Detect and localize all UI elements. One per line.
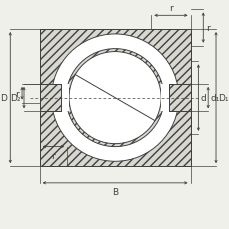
Circle shape <box>69 52 161 144</box>
Circle shape <box>66 49 163 147</box>
Text: d: d <box>199 94 205 103</box>
Bar <box>168 85 190 112</box>
Bar <box>40 85 61 112</box>
Text: r: r <box>15 89 19 98</box>
Bar <box>61 85 69 112</box>
Bar <box>161 85 168 112</box>
Text: B: B <box>112 187 118 196</box>
Bar <box>40 30 190 166</box>
Text: d₁: d₁ <box>209 94 218 103</box>
Bar <box>40 30 190 166</box>
Text: D₂: D₂ <box>11 94 21 103</box>
Circle shape <box>51 35 178 162</box>
Text: D: D <box>0 94 7 103</box>
Text: D₁: D₁ <box>217 94 227 103</box>
Text: r: r <box>205 24 209 33</box>
Text: r: r <box>51 152 55 161</box>
Bar <box>40 30 190 166</box>
Text: r: r <box>168 4 172 13</box>
